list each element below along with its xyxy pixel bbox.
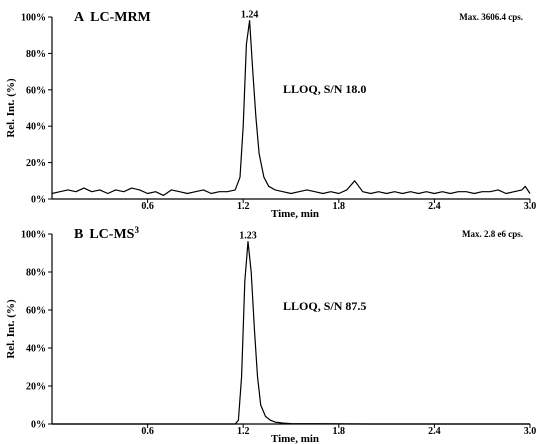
x-tick-label: 0.6 (141, 201, 154, 212)
panel-title-text: LC-MS (89, 227, 134, 242)
y-tick-label: 40% (26, 122, 46, 133)
x-tick-label: 1.2 (237, 426, 250, 437)
y-tick-label: 60% (26, 85, 46, 96)
panel-title-superscript: 3 (134, 225, 139, 235)
x-tick-label: 0.6 (141, 426, 154, 437)
x-tick-label: 1.8 (333, 201, 346, 212)
y-axis-label: Rel. Int. (%) (5, 299, 17, 359)
y-tick-label: 100% (21, 13, 46, 24)
panel-a: 0% 20% 40% 60% 80% 100% 0.6 1.2 1.8 2.4 3.0 Time, m… (5, 10, 536, 220)
x-axis-label: Time, min (271, 433, 319, 444)
chromatogram-trace (51, 20, 531, 196)
peak-time-label: 1.23 (239, 231, 257, 242)
chromatogram-trace (52, 241, 530, 425)
panel-b: 0% 20% 40% 60% 80% 100% 0.6 1.2 1.8 2.4 3.0 Time, m… (5, 225, 536, 444)
panel-title: A LC-MRM (74, 10, 151, 25)
x-tick-label: 3.0 (524, 426, 537, 437)
peak-time-label: 1.24 (241, 10, 259, 21)
x-tick-label: 2.4 (428, 201, 441, 212)
max-intensity-label: Max. 3606.4 cps. (459, 12, 523, 22)
y-tick-label: 60% (26, 306, 46, 317)
panel-letter: A (74, 10, 85, 25)
x-axis-label: Time, min (271, 208, 319, 220)
x-tick-label: 1.8 (333, 426, 346, 437)
y-tick-label: 100% (21, 230, 46, 241)
max-intensity-label: Max. 2.8 e6 cps. (462, 229, 523, 239)
y-tick-label: 0% (31, 420, 46, 431)
y-axis-label: Rel. Int. (%) (5, 78, 17, 138)
panel-title-text: LC-MRM (90, 10, 151, 25)
panel-letter: B (74, 227, 83, 242)
x-tick-label: 2.4 (428, 426, 441, 437)
y-tick-label: 40% (26, 344, 46, 355)
y-tick-label: 80% (26, 49, 46, 60)
x-tick-label: 3.0 (524, 201, 537, 212)
lloq-annotation: LLOQ, S/N 87.5 (283, 299, 366, 313)
y-tick-label: 20% (26, 382, 46, 393)
y-tick-label: 80% (26, 268, 46, 279)
x-tick-label: 1.2 (237, 201, 250, 212)
lloq-annotation: LLOQ, S/N 18.0 (283, 82, 366, 96)
y-tick-label: 0% (31, 195, 46, 206)
y-tick-label: 20% (26, 158, 46, 169)
panel-title: B LC-MS3 (74, 225, 139, 242)
